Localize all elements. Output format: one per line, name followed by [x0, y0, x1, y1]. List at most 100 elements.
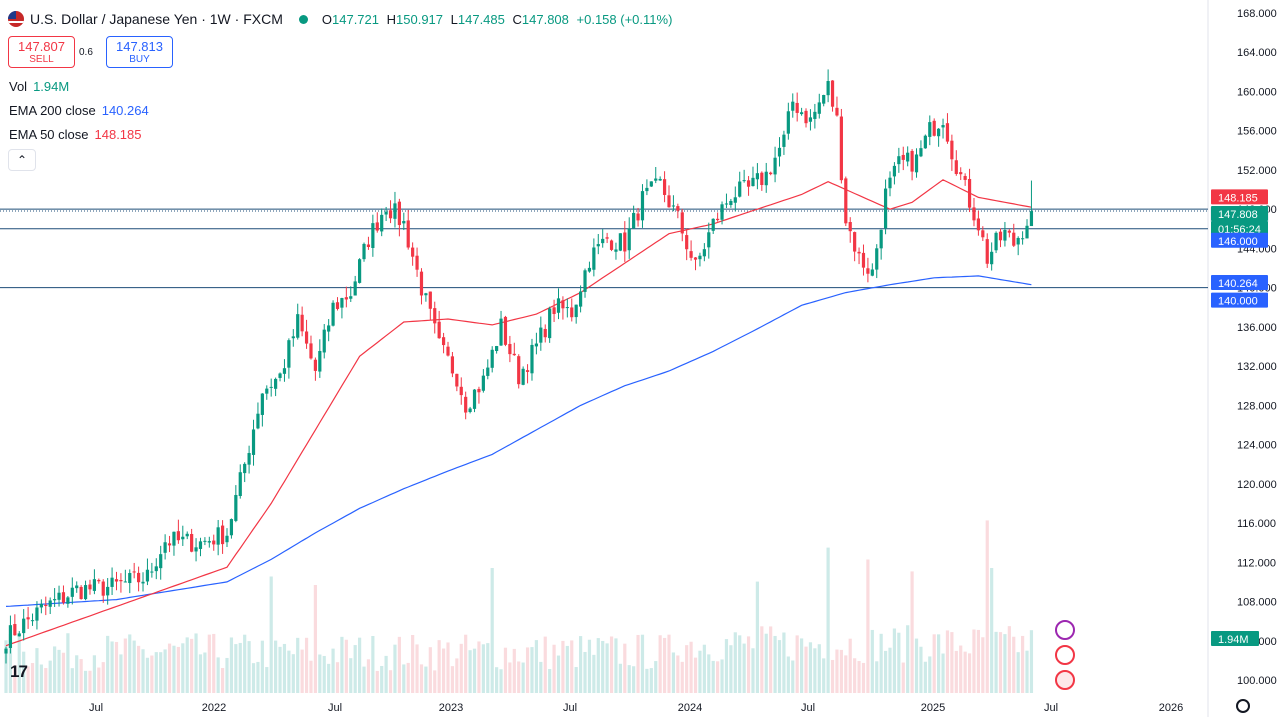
volume-bar — [932, 634, 936, 693]
candle-body — [388, 210, 393, 219]
price-label-bg — [1211, 206, 1268, 222]
candle-body — [808, 117, 813, 122]
candle-body — [636, 213, 640, 221]
volume-bar — [282, 643, 287, 693]
ema50-legend[interactable]: EMA 50 close 148.185 — [9, 127, 142, 142]
candle-body — [260, 393, 264, 415]
price-label-bg — [1211, 221, 1268, 237]
volume-bar — [371, 636, 375, 693]
sell-button[interactable]: 147.807 SELL — [8, 36, 75, 68]
candle-body — [198, 541, 203, 549]
candle-body — [945, 123, 950, 142]
price-label: 146.000 — [1218, 236, 1258, 248]
candle-body — [521, 368, 525, 385]
volume-bar — [181, 643, 185, 693]
volume-label-bg — [1211, 631, 1259, 646]
volume-bar — [888, 647, 892, 693]
lightning-icon[interactable] — [1055, 620, 1075, 640]
candle-body — [61, 592, 66, 603]
volume-bar — [428, 647, 432, 693]
x-tick-label: Jul — [801, 702, 815, 714]
volume-bar — [287, 650, 291, 693]
volume-bar — [817, 644, 821, 693]
usd-flag-icon[interactable] — [1055, 670, 1075, 690]
candle-body — [446, 346, 450, 356]
volume-bar — [640, 634, 645, 693]
volume-bar — [702, 644, 706, 693]
chevron-up-icon[interactable]: ⌃ — [8, 149, 36, 171]
sell-price: 147.807 — [18, 39, 65, 54]
volume-bar — [101, 662, 105, 693]
candle-body — [123, 581, 127, 583]
volume-bar — [751, 648, 755, 693]
candle-body — [402, 221, 406, 224]
buy-button[interactable]: 147.813 BUY — [106, 36, 173, 68]
candle-body — [88, 584, 92, 590]
volume-bar — [671, 652, 676, 693]
volume-bar — [185, 637, 189, 693]
candle-body — [1003, 229, 1007, 241]
candle-body — [667, 195, 671, 208]
x-tick-label: Jul — [1044, 702, 1058, 714]
candle-body — [450, 356, 455, 374]
volume-bar — [212, 633, 216, 693]
volume-bar — [106, 635, 110, 693]
candle-body — [645, 187, 649, 192]
candle-body — [548, 308, 552, 339]
volume-bar — [954, 650, 958, 693]
candle-body — [901, 154, 905, 160]
volume-bar — [967, 653, 972, 693]
volume-bar — [30, 663, 35, 693]
volume-bar — [914, 638, 919, 693]
volume-bar — [300, 649, 304, 693]
candle-body — [724, 203, 729, 205]
candle-body — [243, 463, 247, 474]
symbol-title[interactable]: U.S. Dollar / Japanese Yen · 1W · FXCM — [30, 11, 283, 27]
volume-legend[interactable]: Vol 1.94M — [9, 79, 70, 94]
candle-body — [932, 120, 936, 136]
volume-bar — [207, 634, 211, 693]
candle-body — [928, 122, 932, 137]
record-icon[interactable] — [1055, 645, 1075, 665]
volume-bar — [654, 661, 658, 693]
volume-bar — [154, 652, 158, 693]
candle-body — [313, 359, 317, 371]
volume-bar — [190, 638, 194, 693]
candle-body — [649, 181, 653, 187]
candle-body — [981, 230, 985, 238]
candle-body — [428, 291, 432, 309]
volume-bar — [813, 648, 817, 693]
candle-body — [265, 388, 269, 394]
candle-body — [632, 212, 636, 229]
candle-body — [1029, 211, 1034, 227]
volume-bar — [861, 662, 866, 693]
volume-bar — [923, 661, 927, 693]
volume-bar — [543, 636, 547, 693]
candle-body — [318, 351, 322, 372]
candle-body — [618, 233, 622, 251]
volume-bar — [97, 667, 101, 693]
candle-body — [954, 160, 958, 174]
volume-bar — [243, 634, 247, 693]
volume-bar — [481, 644, 485, 693]
candle-body — [304, 331, 309, 344]
candle-body — [70, 587, 74, 597]
volume-bar — [340, 636, 344, 693]
x-tick-label: 2024 — [678, 702, 702, 714]
candle-body — [658, 178, 662, 181]
ema200-legend[interactable]: EMA 200 close 140.264 — [9, 103, 149, 118]
candle-body — [671, 205, 676, 207]
volume-bar — [764, 633, 768, 693]
candle-body — [570, 307, 574, 318]
gear-icon[interactable] — [1236, 699, 1250, 713]
volume-bar — [358, 637, 362, 693]
candle-body — [30, 620, 35, 622]
candle-body — [437, 321, 441, 339]
candle-body — [375, 222, 379, 231]
x-tick-label: 2026 — [1159, 702, 1183, 714]
price-label: 140.000 — [1218, 296, 1258, 308]
candle-body — [919, 148, 923, 157]
volume-bar — [910, 571, 914, 693]
volume-bar — [1029, 630, 1034, 693]
